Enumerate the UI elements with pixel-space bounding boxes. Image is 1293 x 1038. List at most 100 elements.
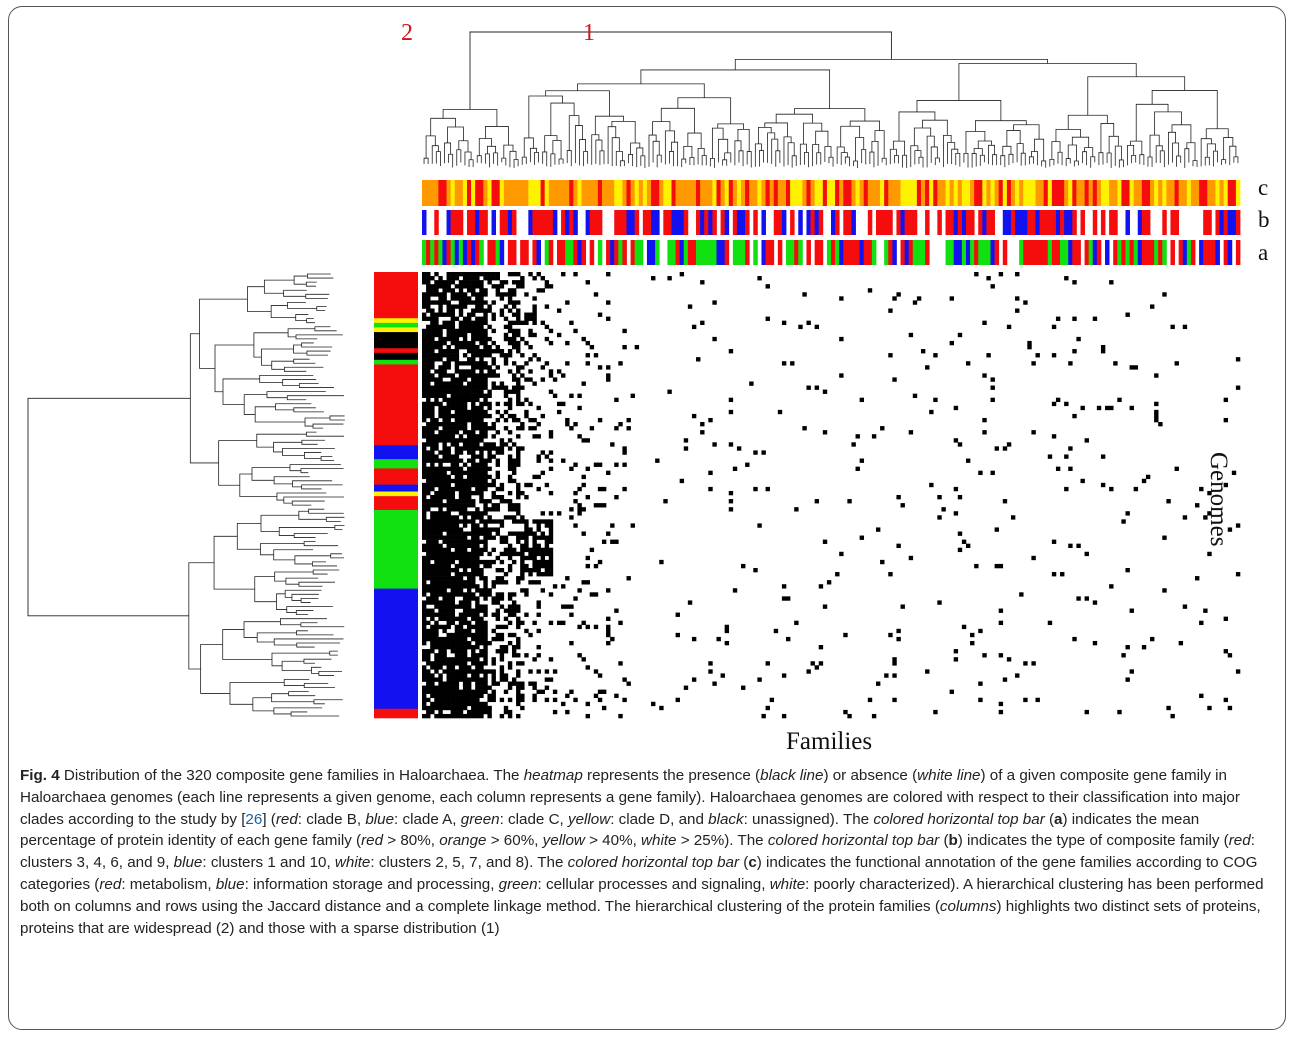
bar-c-cell xyxy=(875,180,881,206)
heatmap-cell xyxy=(454,478,460,484)
heatmap-cell xyxy=(475,308,480,313)
heatmap-cell xyxy=(1207,551,1212,557)
bar-a-cell xyxy=(986,240,991,265)
heatmap-cell xyxy=(426,316,431,321)
heatmap-cell xyxy=(573,462,578,467)
clade-bar-segment xyxy=(374,468,418,485)
column-dendrogram-branch xyxy=(975,120,1027,132)
column-dendrogram-branch xyxy=(804,152,809,168)
bar-a-cell xyxy=(761,240,766,265)
heatmap-cell xyxy=(422,559,427,565)
heatmap-cell xyxy=(507,543,513,549)
heatmap-cell xyxy=(438,422,443,427)
heatmap-cell xyxy=(430,458,435,463)
heatmap-cell xyxy=(471,397,476,403)
heatmap-cell xyxy=(520,446,525,451)
heatmap-cell xyxy=(536,628,541,634)
bar-c-cell xyxy=(896,180,901,206)
heatmap-cell xyxy=(446,640,451,646)
heatmap-cell xyxy=(426,442,431,447)
column-dendrogram-branch xyxy=(458,140,469,153)
bar-c-cell xyxy=(1047,180,1053,206)
heatmap-cell xyxy=(507,551,513,557)
heatmap-cell xyxy=(438,312,443,317)
bar-b-cell xyxy=(773,210,779,235)
bar-c-cell xyxy=(442,180,447,206)
heatmap-cell xyxy=(524,340,529,346)
heatmap-cell xyxy=(859,458,865,463)
heatmap-cell xyxy=(556,409,562,415)
bar-a-cell xyxy=(949,240,955,265)
bar-c-cell xyxy=(577,180,582,206)
heatmap-cell xyxy=(426,653,431,658)
heatmap-cell xyxy=(466,272,472,277)
heatmap-cell xyxy=(475,515,480,520)
heatmap-cell xyxy=(442,353,447,358)
bar-a-cell xyxy=(871,240,877,265)
heatmap-cell xyxy=(781,584,787,589)
heatmap-cell xyxy=(610,539,615,544)
heatmap-cell xyxy=(458,588,464,593)
column-dendrogram-branch xyxy=(552,140,562,159)
heatmap-cell xyxy=(491,559,496,565)
heatmap-cell xyxy=(434,563,439,569)
heatmap-cell xyxy=(454,685,460,690)
heatmap-cell xyxy=(483,649,488,654)
heatmap-cell xyxy=(487,442,492,447)
heatmap-cell xyxy=(454,681,460,686)
heatmap-cell xyxy=(507,503,513,508)
heatmap-cell xyxy=(446,288,451,293)
heatmap-cell xyxy=(503,426,509,431)
heatmap-cell xyxy=(422,580,427,585)
heatmap-cell xyxy=(507,507,513,512)
row-dendrogram-branch xyxy=(283,496,344,504)
bar-c-cell xyxy=(651,180,656,206)
heatmap-cell xyxy=(544,454,550,459)
heatmap-cell xyxy=(475,551,480,557)
bar-c-cell xyxy=(957,180,963,206)
bar-c-cell xyxy=(880,180,885,206)
bar-c-cell xyxy=(1117,180,1122,206)
heatmap-cell xyxy=(479,547,484,553)
heatmap-cell xyxy=(462,490,468,496)
heatmap-cell xyxy=(458,413,464,419)
heatmap-cell xyxy=(462,713,468,719)
heatmap-cell xyxy=(450,608,456,613)
heatmap-cell xyxy=(438,559,443,565)
heatmap-cell xyxy=(479,511,484,516)
heatmap-cell xyxy=(1235,669,1241,674)
heatmap-cell xyxy=(466,531,472,536)
bar-c-cell xyxy=(434,180,439,206)
heatmap-cell xyxy=(548,430,554,435)
heatmap-cell xyxy=(426,559,431,565)
heatmap-cell xyxy=(487,499,492,504)
citation-link[interactable]: 26 xyxy=(245,810,263,828)
column-dendrogram xyxy=(423,31,1239,168)
bar-b-cell xyxy=(1162,210,1167,235)
clade-bar-segment xyxy=(374,359,418,365)
bar-a-cell xyxy=(646,240,652,265)
row-dendrogram-branch xyxy=(284,589,322,598)
heatmap-cell xyxy=(479,316,484,321)
bar-a-cell xyxy=(1076,240,1081,265)
heatmap-cell xyxy=(503,409,509,415)
heatmap-cell xyxy=(466,413,472,419)
heatmap-cell xyxy=(532,535,537,540)
heatmap-cell xyxy=(479,701,484,707)
column-dendrogram-branch xyxy=(1155,145,1163,163)
bar-b-cell xyxy=(655,210,660,235)
heatmap-cell xyxy=(426,276,431,281)
bar-a-cell xyxy=(1137,240,1143,265)
heatmap-cell xyxy=(487,393,492,398)
heatmap-cell xyxy=(520,320,525,326)
heatmap-cell xyxy=(475,657,480,662)
column-dendrogram-branch xyxy=(1006,130,1021,147)
heatmap-cell xyxy=(450,519,456,524)
heatmap-cell xyxy=(475,588,480,593)
heatmap-cell xyxy=(601,486,607,492)
column-dendrogram-branch xyxy=(545,90,610,117)
heatmap-cell xyxy=(536,653,541,658)
column-dendrogram-branch xyxy=(922,119,948,136)
heatmap-cell xyxy=(422,304,427,309)
row-dendrogram-branch xyxy=(273,549,314,561)
